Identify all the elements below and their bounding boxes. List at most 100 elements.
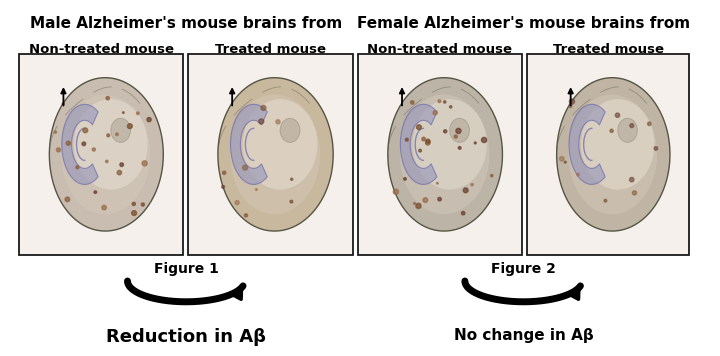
Circle shape	[102, 205, 107, 210]
Circle shape	[647, 122, 651, 126]
Circle shape	[423, 198, 428, 203]
Circle shape	[65, 197, 70, 202]
Bar	[527, 54, 689, 255]
Circle shape	[433, 111, 437, 115]
Circle shape	[66, 141, 71, 145]
Circle shape	[76, 166, 79, 169]
Text: Figure 1: Figure 1	[153, 262, 219, 276]
Polygon shape	[569, 104, 606, 184]
Circle shape	[616, 113, 620, 117]
Circle shape	[291, 178, 293, 180]
Circle shape	[120, 163, 124, 167]
Circle shape	[474, 142, 476, 144]
Text: Treated mouse: Treated mouse	[215, 43, 325, 56]
Ellipse shape	[111, 118, 130, 142]
Circle shape	[137, 112, 139, 115]
Circle shape	[414, 203, 415, 204]
Circle shape	[127, 124, 132, 129]
Circle shape	[122, 112, 124, 113]
Polygon shape	[61, 95, 150, 214]
Bar	[358, 54, 522, 255]
Circle shape	[132, 202, 135, 205]
Circle shape	[235, 200, 239, 205]
Polygon shape	[230, 104, 267, 184]
Circle shape	[564, 161, 566, 163]
Circle shape	[471, 184, 473, 186]
Circle shape	[82, 142, 86, 146]
Circle shape	[632, 191, 636, 195]
Circle shape	[261, 105, 266, 110]
Circle shape	[459, 147, 461, 149]
Circle shape	[404, 178, 406, 180]
Circle shape	[456, 129, 461, 134]
Ellipse shape	[74, 99, 148, 189]
Ellipse shape	[581, 99, 654, 189]
Ellipse shape	[450, 118, 469, 142]
Polygon shape	[557, 78, 670, 231]
Circle shape	[132, 211, 137, 215]
Text: Figure 2: Figure 2	[491, 262, 556, 276]
Circle shape	[106, 96, 109, 100]
Circle shape	[116, 133, 118, 136]
Circle shape	[405, 138, 408, 141]
Text: Treated mouse: Treated mouse	[552, 43, 664, 56]
Circle shape	[490, 174, 493, 177]
Circle shape	[258, 119, 264, 124]
Circle shape	[276, 120, 280, 124]
Circle shape	[92, 148, 95, 151]
Circle shape	[436, 182, 438, 184]
Circle shape	[419, 149, 421, 152]
Circle shape	[422, 137, 426, 141]
Circle shape	[142, 161, 147, 166]
Circle shape	[244, 214, 248, 217]
Polygon shape	[400, 104, 437, 184]
Text: Reduction in Aβ: Reduction in Aβ	[106, 328, 266, 346]
Circle shape	[604, 199, 607, 202]
Circle shape	[106, 160, 108, 163]
Ellipse shape	[413, 99, 487, 189]
Polygon shape	[230, 95, 320, 214]
Circle shape	[444, 130, 447, 133]
Text: Non-treated mouse: Non-treated mouse	[367, 43, 513, 56]
Circle shape	[147, 117, 151, 122]
Text: Non-treated mouse: Non-treated mouse	[29, 43, 174, 56]
Circle shape	[290, 200, 293, 203]
Circle shape	[141, 203, 145, 206]
Ellipse shape	[618, 118, 637, 142]
Circle shape	[454, 135, 457, 138]
Circle shape	[482, 137, 487, 142]
Circle shape	[117, 171, 122, 175]
Circle shape	[62, 103, 64, 105]
Polygon shape	[569, 95, 657, 214]
Circle shape	[256, 189, 257, 190]
Bar	[187, 54, 353, 255]
Circle shape	[577, 173, 580, 176]
Text: Female Alzheimer's mouse brains from: Female Alzheimer's mouse brains from	[357, 16, 690, 31]
Circle shape	[438, 197, 441, 201]
Circle shape	[54, 131, 56, 133]
Circle shape	[94, 191, 96, 193]
Circle shape	[654, 147, 657, 150]
Circle shape	[570, 99, 575, 104]
Circle shape	[462, 211, 465, 215]
Ellipse shape	[243, 99, 318, 189]
Circle shape	[629, 177, 634, 182]
Polygon shape	[218, 78, 333, 231]
Polygon shape	[388, 78, 503, 231]
Circle shape	[444, 101, 446, 103]
Circle shape	[569, 105, 572, 108]
Text: Male Alzheimer's mouse brains from: Male Alzheimer's mouse brains from	[30, 16, 342, 31]
Polygon shape	[50, 78, 163, 231]
Circle shape	[243, 165, 248, 170]
Circle shape	[417, 125, 421, 130]
Circle shape	[56, 148, 60, 152]
Bar	[19, 54, 183, 255]
Circle shape	[426, 139, 430, 143]
Polygon shape	[62, 104, 98, 184]
Circle shape	[83, 128, 88, 133]
Text: No change in Aβ: No change in Aβ	[454, 328, 593, 343]
Circle shape	[410, 101, 414, 104]
Circle shape	[393, 189, 399, 194]
Circle shape	[222, 185, 225, 188]
Polygon shape	[400, 95, 490, 214]
